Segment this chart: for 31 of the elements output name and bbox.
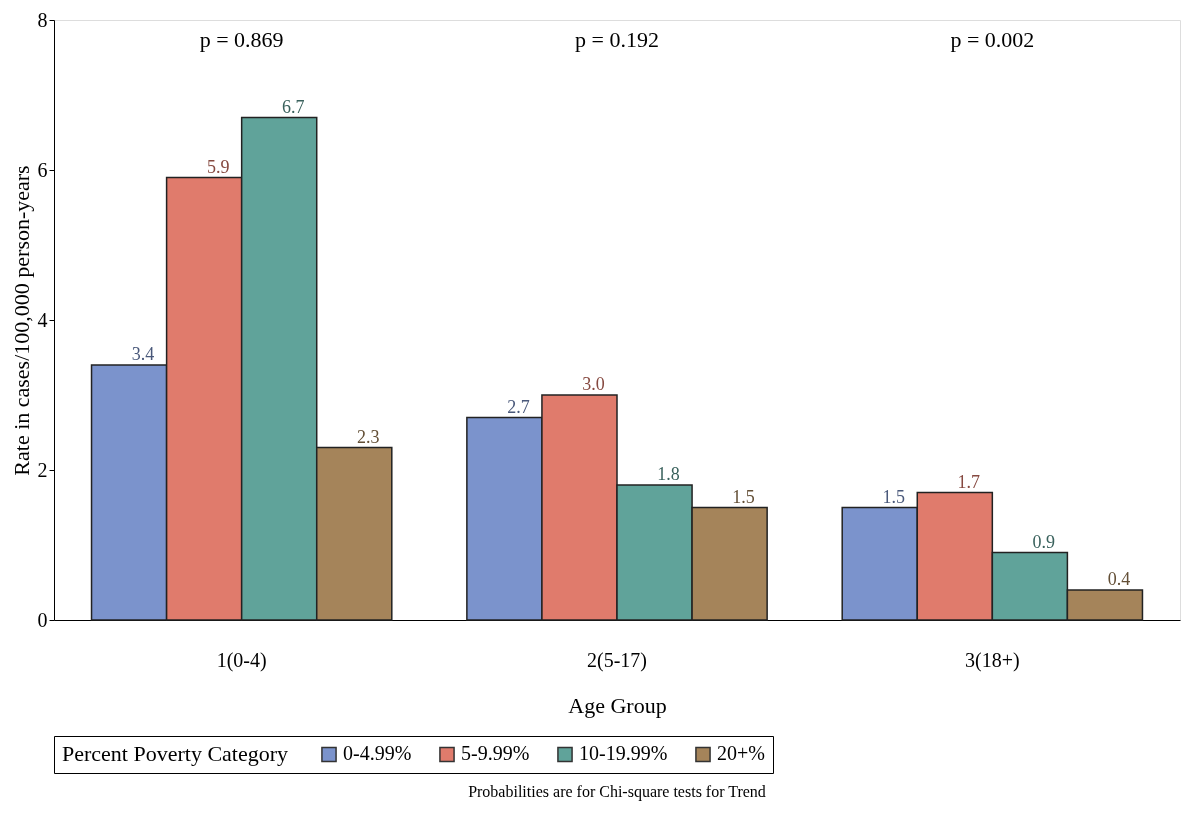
data-label: 3.4 [131,344,155,364]
legend-label: 20+% [717,742,765,765]
y-tick-label: 8 [37,8,48,31]
x-tick-label: 2(5-17) [587,648,647,672]
data-label: 1.5 [732,486,755,507]
x-axis-title: Age Group [568,692,667,718]
data-label: 5.9 [206,156,230,177]
data-label: 1.5 [882,486,905,507]
legend-title: Percent Poverty Category [62,741,289,766]
data-label: 2.7 [507,396,530,417]
annotation: p = 0.869 [199,27,284,52]
data-label: 2.3 [357,426,380,447]
legend-label: 0-4.99% [343,742,412,765]
y-tick-label: 2 [37,458,48,481]
data-label: 3.0 [582,374,605,394]
data-label: 1.7 [957,471,981,492]
text: Probabilities are for Chi-square tests for Trend [468,782,766,801]
annotation: p = 0.002 [950,27,1035,52]
annotation: p = 0.192 [575,27,659,52]
x-tick-label: 3(18+) [965,648,1020,672]
data-label: 0.9 [1032,531,1056,552]
data-label: 1.8 [657,464,680,484]
legend-label: 10-19.99% [579,742,668,765]
x-tick-label: 1(0-4) [216,648,267,672]
y-tick-label: 6 [37,158,48,181]
y-tick-label: 0 [37,608,48,631]
legend-label: 5-9.99% [461,742,530,765]
y-axis-title: Rate in cases/100,000 person-years [8,165,34,476]
data-label: 6.7 [281,96,305,117]
data-label: 0.4 [1107,569,1131,589]
y-tick-label: 4 [37,308,48,331]
